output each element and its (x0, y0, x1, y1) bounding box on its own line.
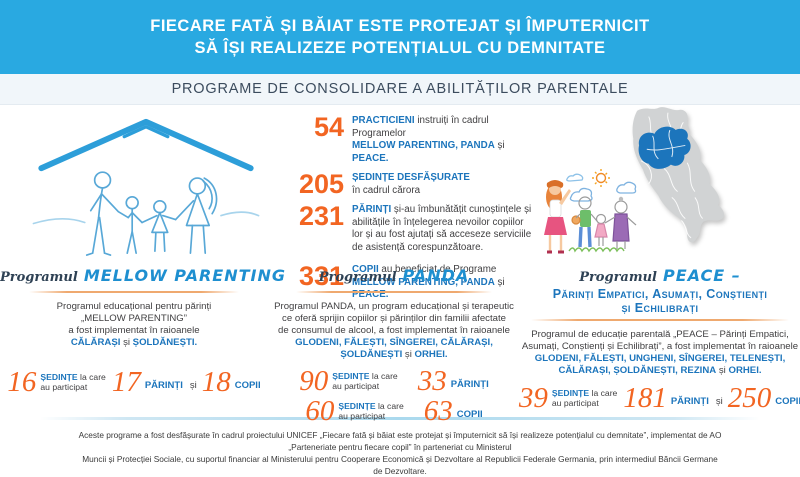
summary-statistics: 54 PRACTICIENI instruiți în cadrul Progr… (292, 105, 535, 301)
program-description: Programul PANDA, un program educațional … (268, 301, 520, 361)
stat-number: 231 (298, 201, 344, 231)
sun-icon (592, 169, 610, 187)
banner-line-1: FIECARE FATĂ ȘI BĂIAT ESTE PROTEJAT ȘI Î… (150, 17, 650, 35)
stat-number: 331 (298, 261, 344, 291)
program-stats-row-2: 60 ȘEDINȚE la care au participat 63 COPI… (305, 395, 483, 427)
stat-number: 205 (298, 169, 344, 199)
program-heading: Programul MELLOW PARENTING (0, 266, 286, 286)
moldova-map-icon (632, 107, 725, 243)
girl-artist-icon (544, 180, 571, 254)
footer-line-1: Aceste programe a fost desfășurate în ca… (78, 430, 722, 452)
stat-text: PRACTICIENI instruiți în cadrul Programe… (352, 115, 505, 164)
cloud-icons (566, 173, 637, 202)
moldova-map (592, 105, 742, 264)
stat-text: PĂRINȚI și-au îmbunătățit cunoștințele ș… (352, 204, 532, 253)
footer-line-2: Muncii și Protecției Sociale, cu suportu… (82, 454, 718, 476)
program-stats: 39 ȘEDINȚE la care au participat 181 PĂR… (518, 382, 800, 414)
top-section: 54 PRACTICIENI instruiți în cadrul Progr… (0, 105, 800, 301)
program-regions: GLODENI, FĂLEȘTI, UNGHENI, SÎNGEREI, TEL… (534, 353, 786, 376)
stat-number: 54 (313, 112, 344, 142)
program-stats-row-1: 90 ȘEDINȚE la care au participat 33 PĂRI… (299, 365, 489, 397)
heading-underline (531, 319, 789, 321)
banner-line-2: SĂ ÎȘI REALIZEZE POTENȚIALUL CU DEMNITAT… (194, 39, 606, 57)
page-subtitle: PROGRAME DE CONSOLIDARE A ABILITĂȚILOR P… (0, 74, 800, 105)
family-line-art-icon (32, 118, 260, 256)
program-stats: 16 ȘEDINȚE la care au participat 17 PĂRI… (7, 366, 261, 398)
heading-underline (295, 291, 493, 293)
subtitle-text: PROGRAME DE CONSOLIDARE A ABILITĂȚILOR P… (171, 81, 629, 97)
summary-row-practicieni: 54 PRACTICIENI instruiți în cadrul Progr… (292, 112, 535, 165)
stat-text: ȘEDINȚE DESFĂȘURATE în cadrul cărora (352, 172, 470, 196)
summary-row-sedinte: 205 ȘEDINȚE DESFĂȘURATE în cadrul cărora (292, 169, 535, 199)
map-highlighted-region (638, 126, 691, 169)
child-drawing-illustration (537, 167, 657, 266)
heading-underline (29, 291, 239, 293)
program-columns: Programul MELLOW PARENTING Programul educ… (0, 263, 800, 426)
family-figures-icon (32, 171, 260, 256)
program-description: Programul de educație parentală „PEACE –… (521, 329, 799, 376)
header-banner: FIECARE FATĂ ȘI BĂIAT ESTE PROTEJAT ȘI Î… (0, 0, 800, 74)
program-regions: CĂLĂRAȘI și ȘOLDĂNEȘTI. (70, 337, 198, 348)
program-column-mellow-parenting: Programul MELLOW PARENTING Programul educ… (0, 263, 286, 409)
family-under-roof-illustration (0, 105, 292, 263)
program-column-panda: Programul PANDA Programul PANDA, un progr… (268, 263, 520, 426)
program-heading: Programul PANDA (318, 266, 470, 286)
footer-divider (40, 417, 760, 420)
roof-icon (38, 118, 254, 172)
drawn-family-icon (571, 196, 637, 249)
program-description: Programul educațional pentru părinți „ME… (0, 301, 268, 349)
program-column-peace: Programul PEACE – Părinți Empatici, Asuma… (518, 263, 800, 414)
stat-text: COPII au beneficiat de Programe MELLOW P… (352, 264, 505, 300)
summary-row-parinti: 231 PĂRINȚI și-au îmbunătățit cunoștințe… (292, 201, 535, 254)
program-subheading: Părinți Empatici, Asumați, Conștienți și… (552, 287, 768, 315)
program-regions: GLODENI, FĂLEȘTI, SÎNGEREI, CĂLĂRAȘI, ȘO… (295, 337, 493, 360)
summary-row-copii: 331 COPII au beneficiat de Programe MELL… (292, 261, 535, 302)
footer-credits: Aceste programe a fost desfășurate în ca… (0, 429, 800, 477)
right-illustrations (535, 105, 800, 263)
child-drawing-icon (544, 169, 637, 254)
grass-icon (568, 247, 625, 253)
program-heading: Programul PEACE – (579, 266, 741, 286)
